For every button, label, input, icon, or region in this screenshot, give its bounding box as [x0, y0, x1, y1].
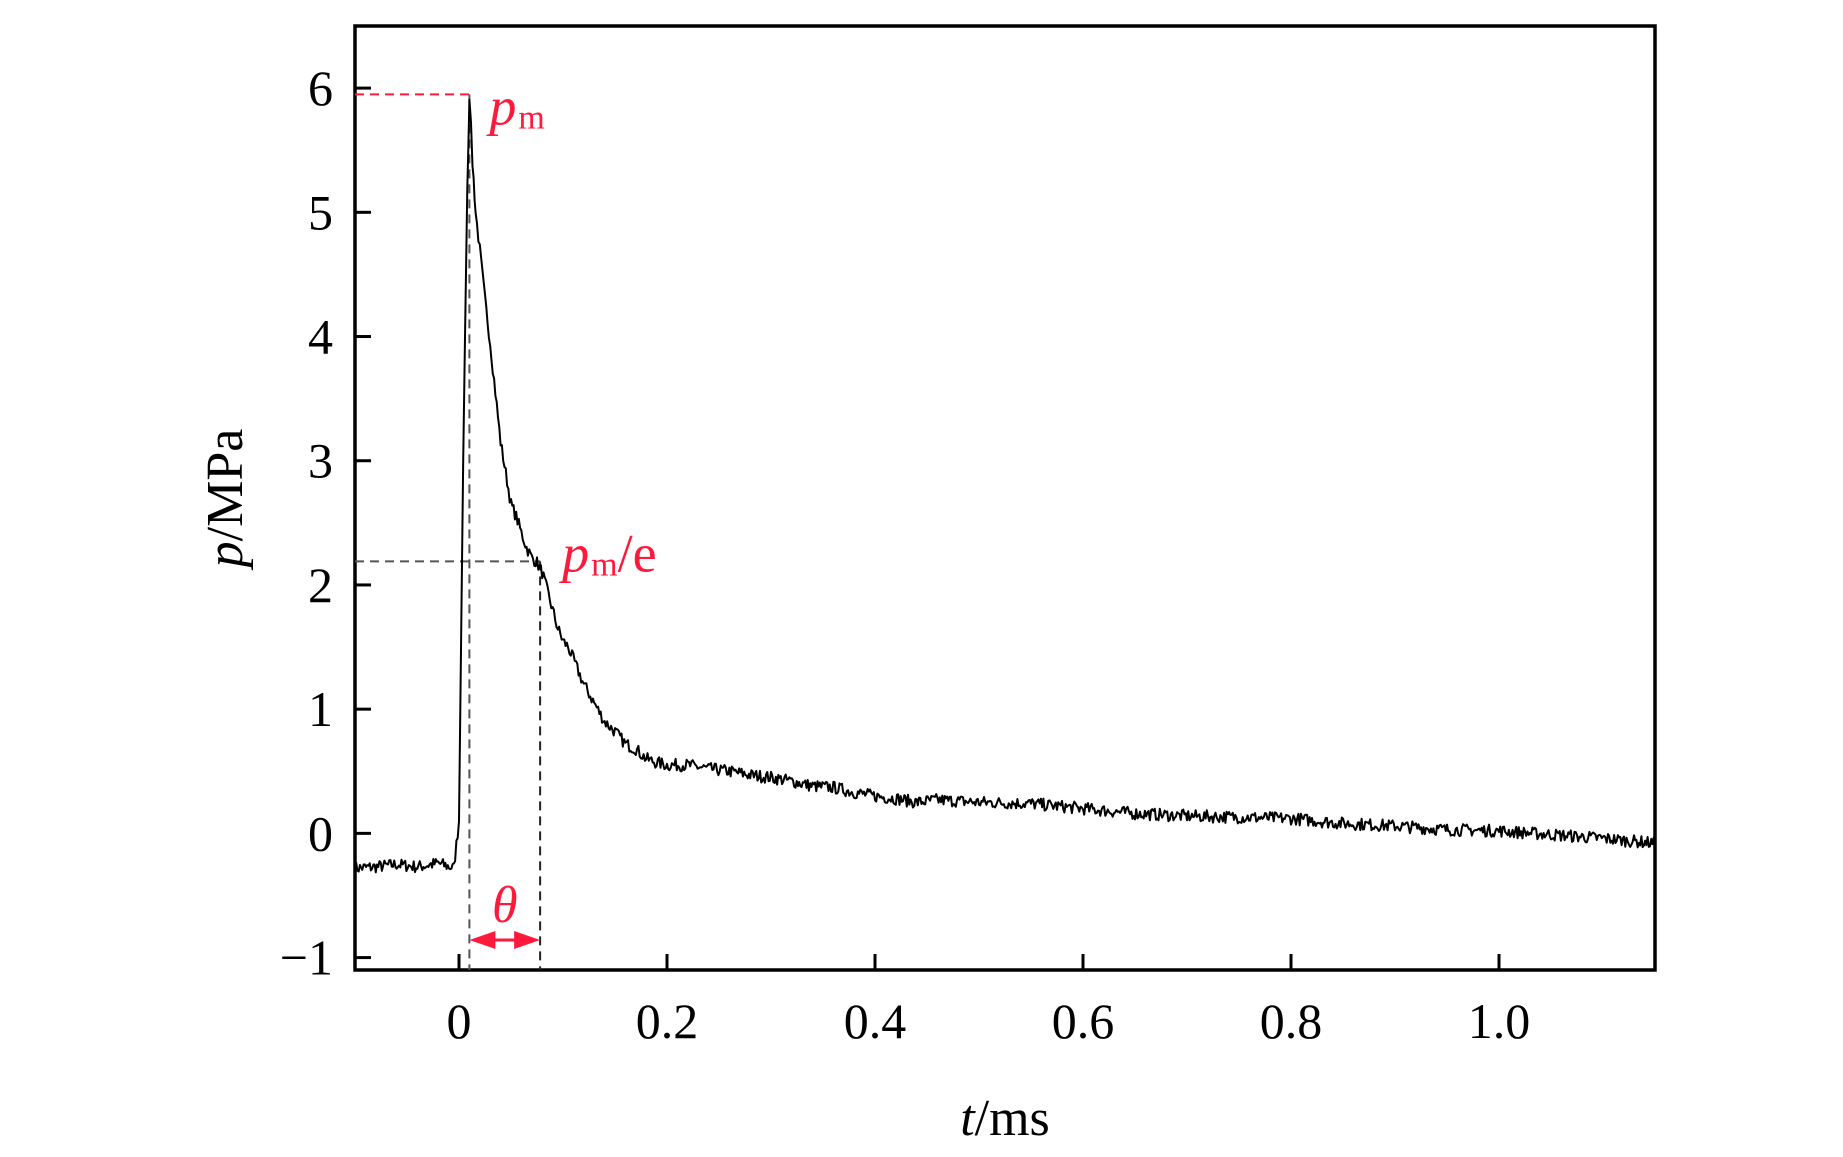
duration-label: θ	[492, 877, 518, 934]
x-tick-label: 0	[447, 993, 472, 1049]
duration-arrow-left-head	[469, 931, 496, 949]
x-axis-title: t/ms	[960, 1090, 1050, 1147]
annotations: pm pm/e θ	[469, 76, 657, 949]
y-tick-label: 6	[308, 60, 333, 116]
y-tick-label: −1	[280, 930, 333, 986]
x-tick-label: 0.4	[844, 993, 907, 1049]
y-tick-label: 0	[308, 805, 333, 861]
y-tick-label: 5	[308, 184, 333, 240]
peak-annotation: pm	[485, 76, 544, 136]
x-tick-label: 0.8	[1260, 993, 1323, 1049]
y-tick-label: 4	[308, 309, 333, 365]
x-tick-label: 0.2	[636, 993, 699, 1049]
decay-annotation: pm/e	[558, 523, 656, 583]
x-tick-label: 0.6	[1052, 993, 1115, 1049]
y-axis-title: p/MPa	[197, 429, 254, 572]
duration-arrow-right-head	[514, 931, 541, 949]
plot-frame	[353, 24, 1657, 972]
y-axis-ticks: −1 0 1 2 3 4 5 6	[280, 60, 371, 986]
x-tick-label: 1.0	[1468, 993, 1531, 1049]
y-tick-label: 2	[308, 557, 333, 613]
pressure-series-line	[354, 98, 1656, 875]
guide-lines	[355, 93, 542, 970]
x-axis-ticks: 0 0.2 0.4 0.6 0.8 1.0	[447, 954, 1531, 1049]
y-tick-label: 3	[308, 433, 333, 489]
y-tick-label: 1	[308, 681, 333, 737]
